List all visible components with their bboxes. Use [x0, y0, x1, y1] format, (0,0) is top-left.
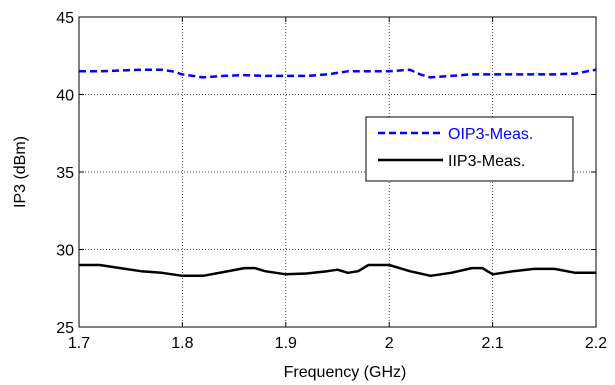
- x-tick-labels: 1.7 1.8 1.9 2 2.1 2.2: [68, 335, 607, 352]
- legend-box: [365, 116, 574, 182]
- legend: OIP3-Meas. IIP3-Meas.: [365, 116, 574, 182]
- legend-label-iip3: IIP3-Meas.: [448, 153, 525, 170]
- x-tick-label: 1.9: [275, 335, 297, 352]
- y-tick-label: 30: [56, 243, 74, 260]
- x-axis-title: Frequency (GHz): [284, 364, 407, 381]
- x-tick-label: 1.8: [171, 335, 193, 352]
- series-line-1: [79, 263, 596, 278]
- x-tick-label: 2: [385, 335, 394, 352]
- legend-label-oip3: OIP3-Meas.: [448, 126, 533, 143]
- x-tick-label: 1.7: [68, 335, 90, 352]
- y-axis-title: IP3 (dBm): [12, 136, 29, 208]
- y-tick-label: 40: [56, 88, 74, 105]
- x-tick-label: 2.2: [585, 335, 607, 352]
- tick-marks: [78, 16, 597, 328]
- y-tick-labels: 25 30 35 40 45: [56, 10, 74, 337]
- x-tick-label: 2.1: [481, 335, 503, 352]
- series-layer: [79, 68, 597, 278]
- y-tick-label: 45: [56, 10, 74, 27]
- y-tick-label: 25: [56, 320, 74, 337]
- y-tick-label: 35: [56, 165, 74, 182]
- series-line-0: [79, 68, 597, 79]
